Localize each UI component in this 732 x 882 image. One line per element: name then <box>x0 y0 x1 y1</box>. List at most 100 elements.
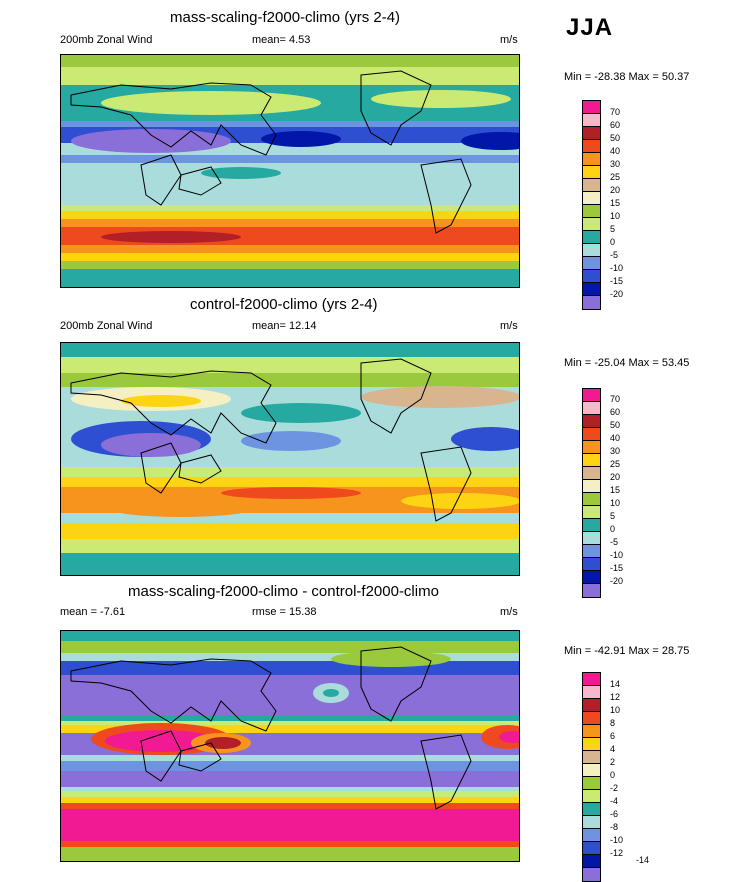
panel-3-minmax: Min = -42.91 Max = 28.75 <box>564 645 690 657</box>
colorbar-label: -15 <box>610 276 624 286</box>
colorbar-swatch <box>583 790 600 803</box>
colorbar-label: -5 <box>610 250 619 260</box>
colorbar-label: 5 <box>610 511 616 521</box>
colorbar-swatch <box>583 751 600 764</box>
colorbar-label: 40 <box>610 146 621 156</box>
panel-2-map <box>60 342 520 576</box>
colorbar-label: 0 <box>610 237 616 247</box>
panel-2-minmax: Min = -25.04 Max = 53.45 <box>564 357 690 369</box>
colorbar-swatch <box>583 205 600 218</box>
colorbar-swatch <box>583 816 600 829</box>
panel-1-map <box>60 54 520 288</box>
colorbar-label: -5 <box>610 537 619 547</box>
colorbar-label: 12 <box>610 692 621 702</box>
colorbar-label: 50 <box>610 420 621 430</box>
colorbar-swatch <box>583 231 600 244</box>
colorbar-label: 0 <box>610 524 616 534</box>
colorbar-swatch <box>583 218 600 231</box>
colorbar-swatch <box>583 699 600 712</box>
colorbar-label: 4 <box>610 744 616 754</box>
colorbar-swatch <box>583 389 600 402</box>
colorbar-label: 14 <box>610 679 621 689</box>
colorbar-swatch <box>583 296 600 309</box>
colorbar-swatch <box>583 140 600 153</box>
colorbar-label: -15 <box>610 563 624 573</box>
colorbar-label: 5 <box>610 224 616 234</box>
panel-1-mean: mean= 4.53 <box>252 34 311 46</box>
panel-2-title: control-f2000-climo (yrs 2-4) <box>190 296 378 313</box>
panel-3-colorbar <box>582 672 601 882</box>
colorbar-label: -8 <box>610 822 619 832</box>
colorbar-swatch <box>583 686 600 699</box>
colorbar-swatch <box>583 738 600 751</box>
colorbar-swatch <box>583 153 600 166</box>
colorbar-label: -20 <box>610 289 624 299</box>
colorbar-label: 2 <box>610 757 616 767</box>
panel-2-variable-label: 200mb Zonal Wind <box>60 320 153 332</box>
season-label: JJA <box>566 14 614 41</box>
panel-3-units: m/s <box>500 606 518 618</box>
colorbar-swatch <box>583 467 600 480</box>
panel-1-colorbar <box>582 100 601 310</box>
colorbar-swatch <box>583 428 600 441</box>
colorbar-label: 0 <box>610 770 616 780</box>
colorbar-swatch <box>583 777 600 790</box>
colorbar-swatch <box>583 166 600 179</box>
colorbar-label: 60 <box>610 120 621 130</box>
colorbar-swatch <box>583 283 600 296</box>
colorbar-swatch <box>583 725 600 738</box>
panel-2-mean: mean= 12.14 <box>252 320 317 332</box>
colorbar-label: 20 <box>610 472 621 482</box>
colorbar-swatch <box>583 493 600 506</box>
colorbar-label: -14 <box>636 855 650 865</box>
colorbar-swatch <box>583 532 600 545</box>
colorbar-swatch <box>583 192 600 205</box>
panel-1-minmax: Min = -28.38 Max = 50.37 <box>564 71 690 83</box>
colorbar-swatch <box>583 415 600 428</box>
colorbar-label: 50 <box>610 133 621 143</box>
colorbar-label: -12 <box>610 848 624 858</box>
colorbar-swatch <box>583 257 600 270</box>
colorbar-label: -4 <box>610 796 619 806</box>
panel-3-map <box>60 630 520 862</box>
colorbar-swatch <box>583 114 600 127</box>
colorbar-label: 6 <box>610 731 616 741</box>
panel-2-colorbar <box>582 388 601 598</box>
panel-1-title: mass-scaling-f2000-climo (yrs 2-4) <box>170 9 401 26</box>
colorbar-swatch <box>583 803 600 816</box>
panel-1-units: m/s <box>500 34 518 46</box>
colorbar-label: 30 <box>610 159 621 169</box>
panel-1-variable-label: 200mb Zonal Wind <box>60 34 153 46</box>
colorbar-label: -10 <box>610 263 624 273</box>
colorbar-swatch <box>583 712 600 725</box>
colorbar-swatch <box>583 454 600 467</box>
colorbar-swatch <box>583 506 600 519</box>
colorbar-swatch <box>583 855 600 868</box>
colorbar-swatch <box>583 829 600 842</box>
colorbar-label: 25 <box>610 459 621 469</box>
colorbar-label: 70 <box>610 107 621 117</box>
colorbar-swatch <box>583 571 600 584</box>
colorbar-swatch <box>583 868 600 881</box>
colorbar-swatch <box>583 842 600 855</box>
colorbar-swatch <box>583 545 600 558</box>
colorbar-swatch <box>583 244 600 257</box>
colorbar-label: -10 <box>610 550 624 560</box>
colorbar-swatch <box>583 127 600 140</box>
colorbar-label: 10 <box>610 705 621 715</box>
colorbar-swatch <box>583 270 600 283</box>
colorbar-swatch <box>583 441 600 454</box>
colorbar-label: 25 <box>610 172 621 182</box>
colorbar-label: -20 <box>610 576 624 586</box>
colorbar-label: 20 <box>610 185 621 195</box>
colorbar-label: 15 <box>610 485 621 495</box>
colorbar-label: 40 <box>610 433 621 443</box>
colorbar-swatch <box>583 101 600 114</box>
colorbar-label: -2 <box>610 783 619 793</box>
colorbar-swatch <box>583 673 600 686</box>
panel-1-contour-field <box>61 55 519 287</box>
colorbar-swatch <box>583 584 600 597</box>
panel-3-mean: mean = -7.61 <box>60 606 126 618</box>
colorbar-label: 10 <box>610 498 621 508</box>
colorbar-label: 70 <box>610 394 621 404</box>
